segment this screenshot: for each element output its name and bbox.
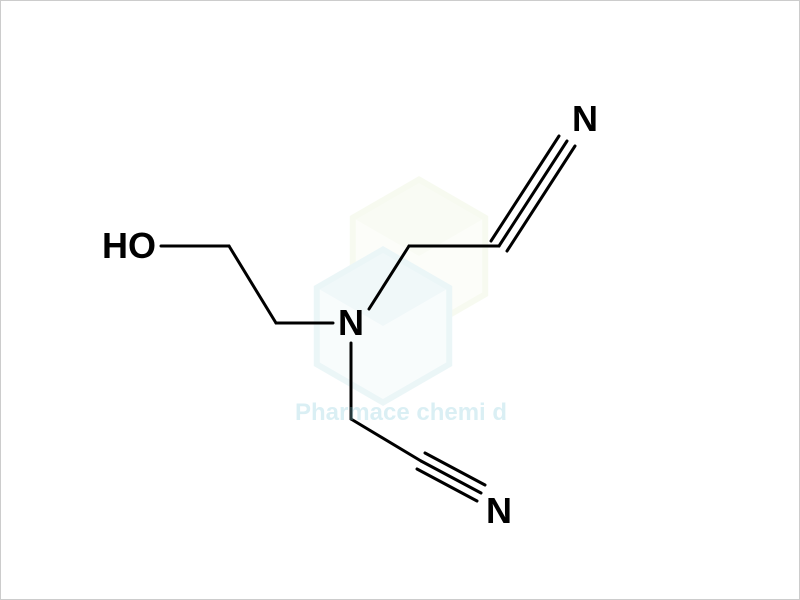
bond <box>369 246 409 309</box>
canvas: HO N N N Pharmace chemi d <box>0 0 800 600</box>
watermark-text: Pharmace chemi d <box>295 399 507 427</box>
bond <box>499 141 567 246</box>
bond <box>229 246 276 323</box>
atom-label-HO: HO <box>102 225 156 267</box>
atom-label-N_t: N <box>572 98 598 140</box>
structure-bonds <box>1 1 800 600</box>
atom-label-N_b: N <box>486 490 512 532</box>
atom-label-N_c: N <box>338 302 364 344</box>
